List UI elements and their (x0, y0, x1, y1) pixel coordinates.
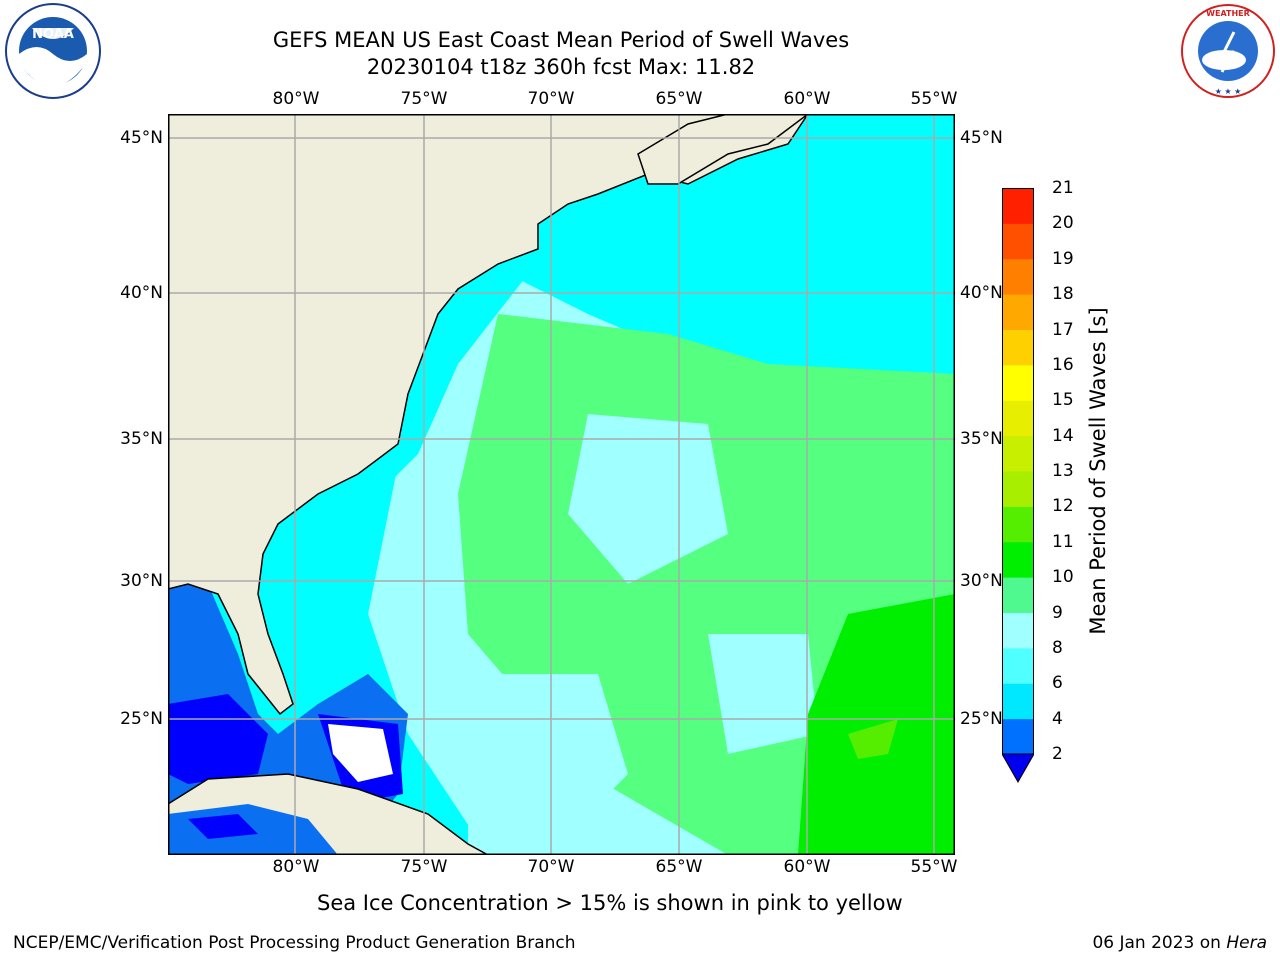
lon-label-top-70w: 70°W (527, 89, 575, 109)
nws-logo: WEATHER ★ ★ ★ (1178, 2, 1278, 100)
colorbar-tick-label: 10 (1052, 567, 1074, 588)
colorbar-tick-label: 13 (1052, 461, 1074, 481)
colorbar-segment (1002, 223, 1034, 260)
colorbar-tick-label: 20 (1052, 213, 1074, 234)
colorbar-tick-label: 19 (1052, 248, 1074, 269)
colorbar-segment (1002, 506, 1034, 543)
lat-label-right-45n: 45°N (960, 128, 1003, 148)
lat-label-left-35n: 35°N (120, 429, 163, 449)
colorbar-frame (1002, 188, 1034, 754)
colorbar-segment (1002, 188, 1034, 224)
colorbar-extend-arrow (1001, 753, 1035, 784)
colorbar-segment (1002, 400, 1034, 437)
colorbar-graphic (1001, 188, 1035, 784)
lon-label-bottom-70w: 70°W (527, 857, 575, 877)
credit-right: 06 Jan 2023 on Hera (1092, 933, 1267, 953)
colorbar-tick-label: 16 (1052, 354, 1074, 375)
colorbar-tick-label: 2 (1052, 744, 1063, 764)
colorbar-segment (1002, 258, 1034, 295)
swell-period-map (167, 113, 955, 856)
colorbar-tick-label: 6 (1052, 673, 1063, 694)
colorbar (1001, 188, 1035, 784)
ocean-yellowgreen-patch (848, 719, 898, 759)
colorbar-tick-label: 12 (1052, 496, 1074, 517)
lat-label-left-40n: 40°N (120, 283, 163, 303)
lon-label-top-60w: 60°W (783, 89, 831, 109)
colorbar-tick-label: 9 (1052, 602, 1063, 623)
colorbar-title: Mean Period of Swell Waves [s] (1086, 307, 1110, 635)
colorbar-segment (1002, 294, 1034, 330)
credit-date: 06 Jan 2023 on (1092, 933, 1227, 953)
noaa-logo: NOAA (2, 2, 104, 100)
colorbar-segment (1002, 435, 1034, 472)
caribbean-darkblue-patch (188, 814, 258, 839)
ocean-brightgreen-region (798, 594, 955, 855)
credit-left: NCEP/EMC/Verification Post Processing Pr… (13, 933, 576, 953)
colorbar-tick-label: 18 (1052, 284, 1074, 305)
chart-title-line2: 20230104 t18z 360h fcst Max: 11.82 (366, 55, 756, 79)
colorbar-segment (1002, 612, 1034, 649)
colorbar-segment (1002, 718, 1034, 755)
svg-text:★ ★ ★: ★ ★ ★ (1215, 87, 1242, 96)
noaa-logo-text: NOAA (32, 27, 74, 42)
colorbar-tick-label: 4 (1052, 708, 1063, 729)
colorbar-segment (1002, 647, 1034, 684)
chart-title-line1: GEFS MEAN US East Coast Mean Period of S… (272, 28, 850, 52)
svg-text:WEATHER: WEATHER (1206, 9, 1250, 18)
colorbar-segment (1002, 541, 1034, 578)
bahamas-bank-white (328, 724, 393, 782)
map-gridlines (168, 114, 955, 855)
lon-label-bottom-75w: 75°W (400, 857, 448, 877)
lon-label-bottom-60w: 60°W (783, 857, 831, 877)
map-frame (168, 114, 955, 855)
lon-label-top-55w: 55°W (910, 89, 958, 109)
colorbar-segment (1002, 329, 1034, 366)
lon-label-top-75w: 75°W (400, 89, 448, 109)
sea-ice-note: Sea Ice Concentration > 15% is shown in … (317, 891, 903, 915)
lat-label-right-40n: 40°N (960, 283, 1003, 303)
lat-label-right-30n: 30°N (960, 571, 1003, 591)
lat-label-left-25n: 25°N (120, 709, 163, 729)
lon-label-top-65w: 65°W (655, 89, 703, 109)
colorbar-segment (1002, 683, 1034, 720)
map-panel (167, 113, 955, 856)
lon-label-top-80w: 80°W (272, 89, 320, 109)
ocean-lightcyan-patch1 (568, 414, 728, 584)
colorbar-tick-label: 15 (1052, 390, 1074, 411)
nova-scotia-land (637, 113, 811, 185)
colorbar-tick-label: 17 (1052, 319, 1074, 340)
lat-label-right-25n: 25°N (960, 709, 1003, 729)
lon-label-bottom-80w: 80°W (272, 857, 320, 877)
colorbar-segment (1002, 577, 1034, 613)
lat-label-left-45n: 45°N (120, 128, 163, 148)
gulf-darkblue-region (168, 694, 268, 784)
colorbar-segment (1002, 471, 1034, 507)
ocean-lightcyan-patch3 (708, 634, 818, 754)
colorbar-tick-label: 21 (1052, 178, 1074, 198)
colorbar-tick-label: 11 (1052, 531, 1074, 552)
colorbar-tick-labels: 2 4 6 8 9 10 11 12 13 14 15 16 17 18 19 20 21 (1052, 178, 1092, 764)
colorbar-tick-label: 8 (1052, 637, 1063, 658)
credit-machine: Hera (1226, 933, 1267, 953)
lat-label-right-35n: 35°N (960, 429, 1003, 449)
lon-label-bottom-65w: 65°W (655, 857, 703, 877)
lat-label-left-30n: 30°N (120, 571, 163, 591)
colorbar-tick-label: 14 (1052, 425, 1074, 446)
lon-label-bottom-55w: 55°W (910, 857, 958, 877)
colorbar-segment (1002, 364, 1034, 401)
